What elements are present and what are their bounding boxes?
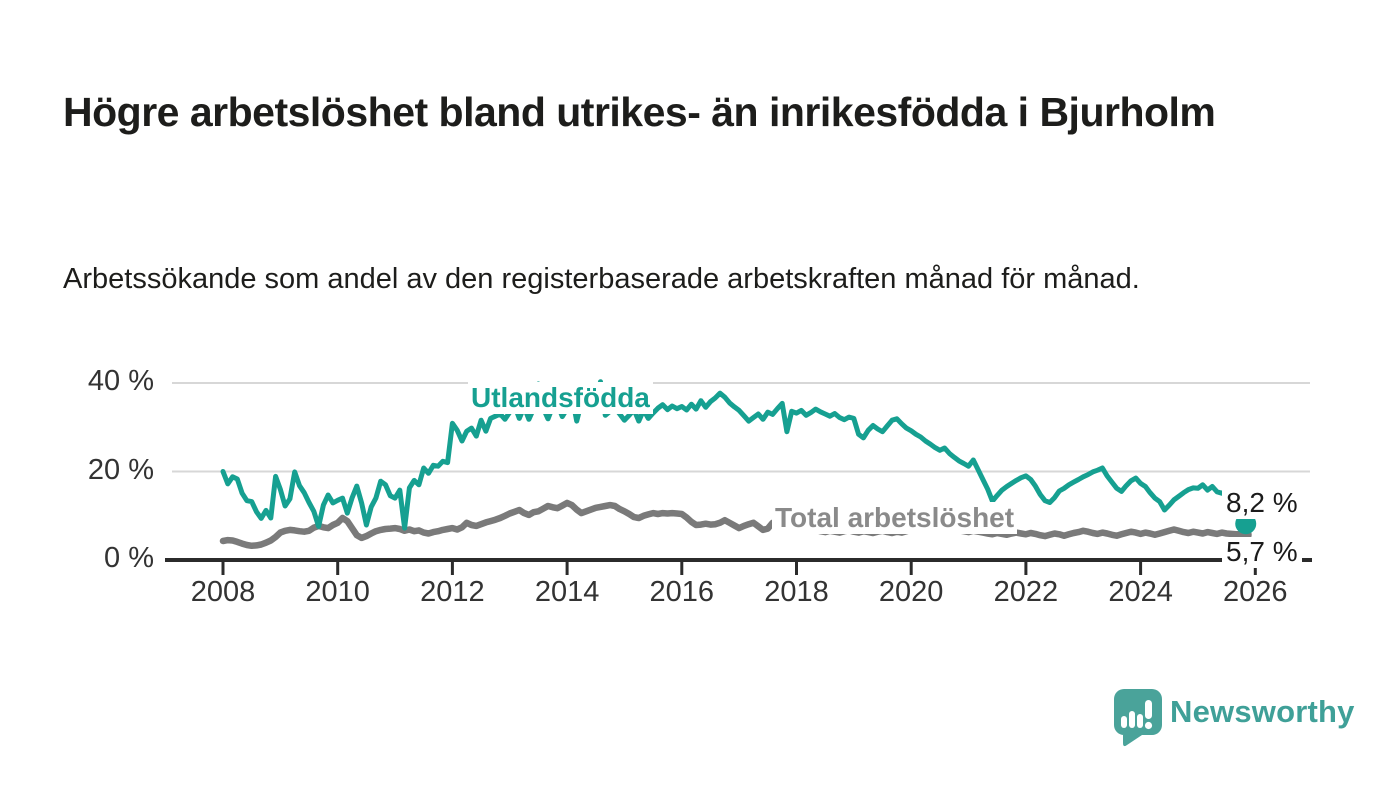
x-axis-label-2024: 2024 <box>1108 576 1173 608</box>
x-axis-label-2016: 2016 <box>649 576 715 608</box>
chart-subtitle: Arbetssökande som andel av den registerb… <box>63 263 1140 295</box>
x-axis-label-2020: 2020 <box>878 576 944 608</box>
x-axis-label-2022: 2022 <box>993 576 1059 608</box>
x-axis-label-2026: 2026 <box>1223 576 1288 608</box>
end-value-label-total: 5,7 % <box>1222 536 1302 568</box>
page-title: Högre arbetslöshet bland utrikes- än inr… <box>63 89 1216 136</box>
series-label-total-arbetsloshet: Total arbetslöshet <box>772 502 1018 535</box>
newsworthy-logo: Newsworthy <box>1112 686 1392 748</box>
y-axis-label-0: 0 % <box>104 542 154 574</box>
end-value-label-utlandsfodda: 8,2 % <box>1222 487 1302 519</box>
series-label-utlandsfodda: Utlandsfödda <box>468 382 653 415</box>
y-axis-label-40: 40 % <box>87 365 154 397</box>
newsworthy-wordmark: Newsworthy <box>1170 694 1355 729</box>
x-axis-label-2018: 2018 <box>764 576 829 608</box>
x-axis-label-2014: 2014 <box>534 576 600 608</box>
x-axis-label-2010: 2010 <box>305 576 370 608</box>
x-axis-label-2012: 2012 <box>420 576 485 608</box>
x-axis-label-2008: 2008 <box>190 576 256 608</box>
line-series-1 <box>219 499 1249 550</box>
newsworthy-bubble-chart-icon <box>1114 689 1162 747</box>
line-series-0 <box>220 379 1249 531</box>
y-axis-label-20: 20 % <box>87 453 154 486</box>
